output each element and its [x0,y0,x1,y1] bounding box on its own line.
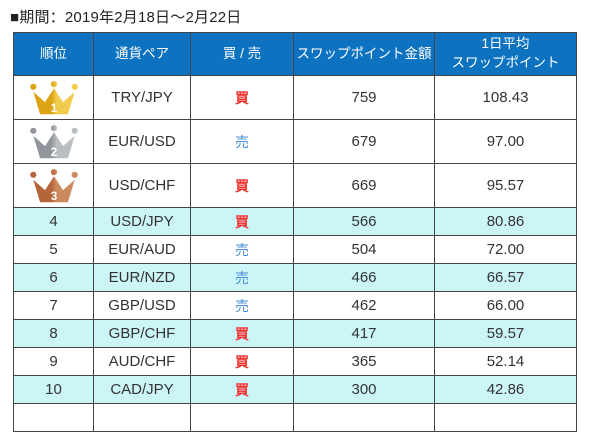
table-row-rank-2: 2 EUR/USD 売 679 97.00 [13,119,577,164]
silver-crown-rank-2-icon: 2 [29,124,78,159]
pair-cell: USD/JPY [93,207,191,236]
swap-point-ranking-table: 順位 通貨ペア 買 / 売 スワップポイント金額 1日平均 スワップポイント 1… [13,32,577,432]
amount-cell: 504 [293,235,435,264]
pair-cell: EUR/AUD [93,235,191,264]
average-cell: 95.57 [434,163,577,208]
rank-cell: 3 [13,163,94,208]
page: { "page": { "title": "■期間：2019年2月18日～2月2… [0,6,600,432]
pair-cell: AUD/CHF [93,347,191,376]
table-row-rank-4: 4 USD/JPY 買 566 80.86 [13,207,577,236]
side-cell: 買 [190,207,294,236]
amount-cell: 679 [293,119,435,164]
rank-cell: 2 [13,119,94,164]
col-header-rank: 順位 [13,32,94,76]
average-cell: 80.86 [434,207,577,236]
side-cell: 売 [190,263,294,292]
side-cell: 買 [190,319,294,348]
gold-crown-rank-1-icon: 1 [29,80,78,115]
table-row-rank-10: 10 CAD/JPY 買 300 42.86 [13,375,577,404]
svg-text:1: 1 [50,102,57,115]
table-row-rank-8: 8 GBP/CHF 買 417 59.57 [13,319,577,348]
col-header-average: 1日平均 スワップポイント [434,32,577,76]
period-title: ■期間：2019年2月18日～2月22日 [10,9,242,26]
rank-cell: 6 [13,263,94,292]
rank-cell: 5 [13,235,94,264]
table-row-rank-3: 3 USD/CHF 買 669 95.57 [13,163,577,208]
rank-cell: 7 [13,291,94,320]
average-cell: 52.14 [434,347,577,376]
amount-cell: 566 [293,207,435,236]
side-cell: 買 [190,163,294,208]
amount-cell: 365 [293,347,435,376]
amount-cell: 300 [293,375,435,404]
rank-cell: 8 [13,319,94,348]
pair-cell: EUR/USD [93,119,191,164]
bronze-crown-rank-3-icon: 3 [29,168,78,203]
rank-cell: 10 [13,375,94,404]
svg-text:3: 3 [50,190,57,203]
average-cell: 66.00 [434,291,577,320]
average-cell: 108.43 [434,75,577,120]
average-cell: 66.57 [434,263,577,292]
table-row-rank-1: 1 TRY/JPY 買 759 108.43 [13,75,577,120]
side-cell: 売 [190,235,294,264]
side-cell: 売 [190,291,294,320]
pair-cell: GBP/CHF [93,319,191,348]
table-row-rank-9: 9 AUD/CHF 買 365 52.14 [13,347,577,376]
table-row-rank-5: 5 EUR/AUD 売 504 72.00 [13,235,577,264]
side-cell: 売 [190,119,294,164]
amount-cell: 462 [293,291,435,320]
pair-cell: TRY/JPY [93,75,191,120]
rank-cell: 4 [13,207,94,236]
average-cell: 72.00 [434,235,577,264]
amount-cell: 669 [293,163,435,208]
pair-cell: CAD/JPY [93,375,191,404]
average-cell: 59.57 [434,319,577,348]
rank-cell: 9 [13,347,94,376]
side-cell: 買 [190,75,294,120]
col-header-amount: スワップポイント金額 [293,32,435,76]
side-cell: 買 [190,375,294,404]
side-cell: 買 [190,347,294,376]
amount-cell: 417 [293,319,435,348]
col-header-side: 買 / 売 [190,32,294,76]
pair-cell: EUR/NZD [93,263,191,292]
pair-cell: USD/CHF [93,163,191,208]
svg-text:2: 2 [50,146,57,159]
amount-cell: 466 [293,263,435,292]
amount-cell: 759 [293,75,435,120]
average-cell: 97.00 [434,119,577,164]
table-row-rank-7: 7 GBP/USD 売 462 66.00 [13,291,577,320]
col-header-pair: 通貨ペア [93,32,191,76]
table-row-rank-6: 6 EUR/NZD 売 466 66.57 [13,263,577,292]
header-row: 順位 通貨ペア 買 / 売 スワップポイント金額 1日平均 スワップポイント [13,32,577,76]
average-cell: 42.86 [434,375,577,404]
rank-cell: 1 [13,75,94,120]
pair-cell: GBP/USD [93,291,191,320]
